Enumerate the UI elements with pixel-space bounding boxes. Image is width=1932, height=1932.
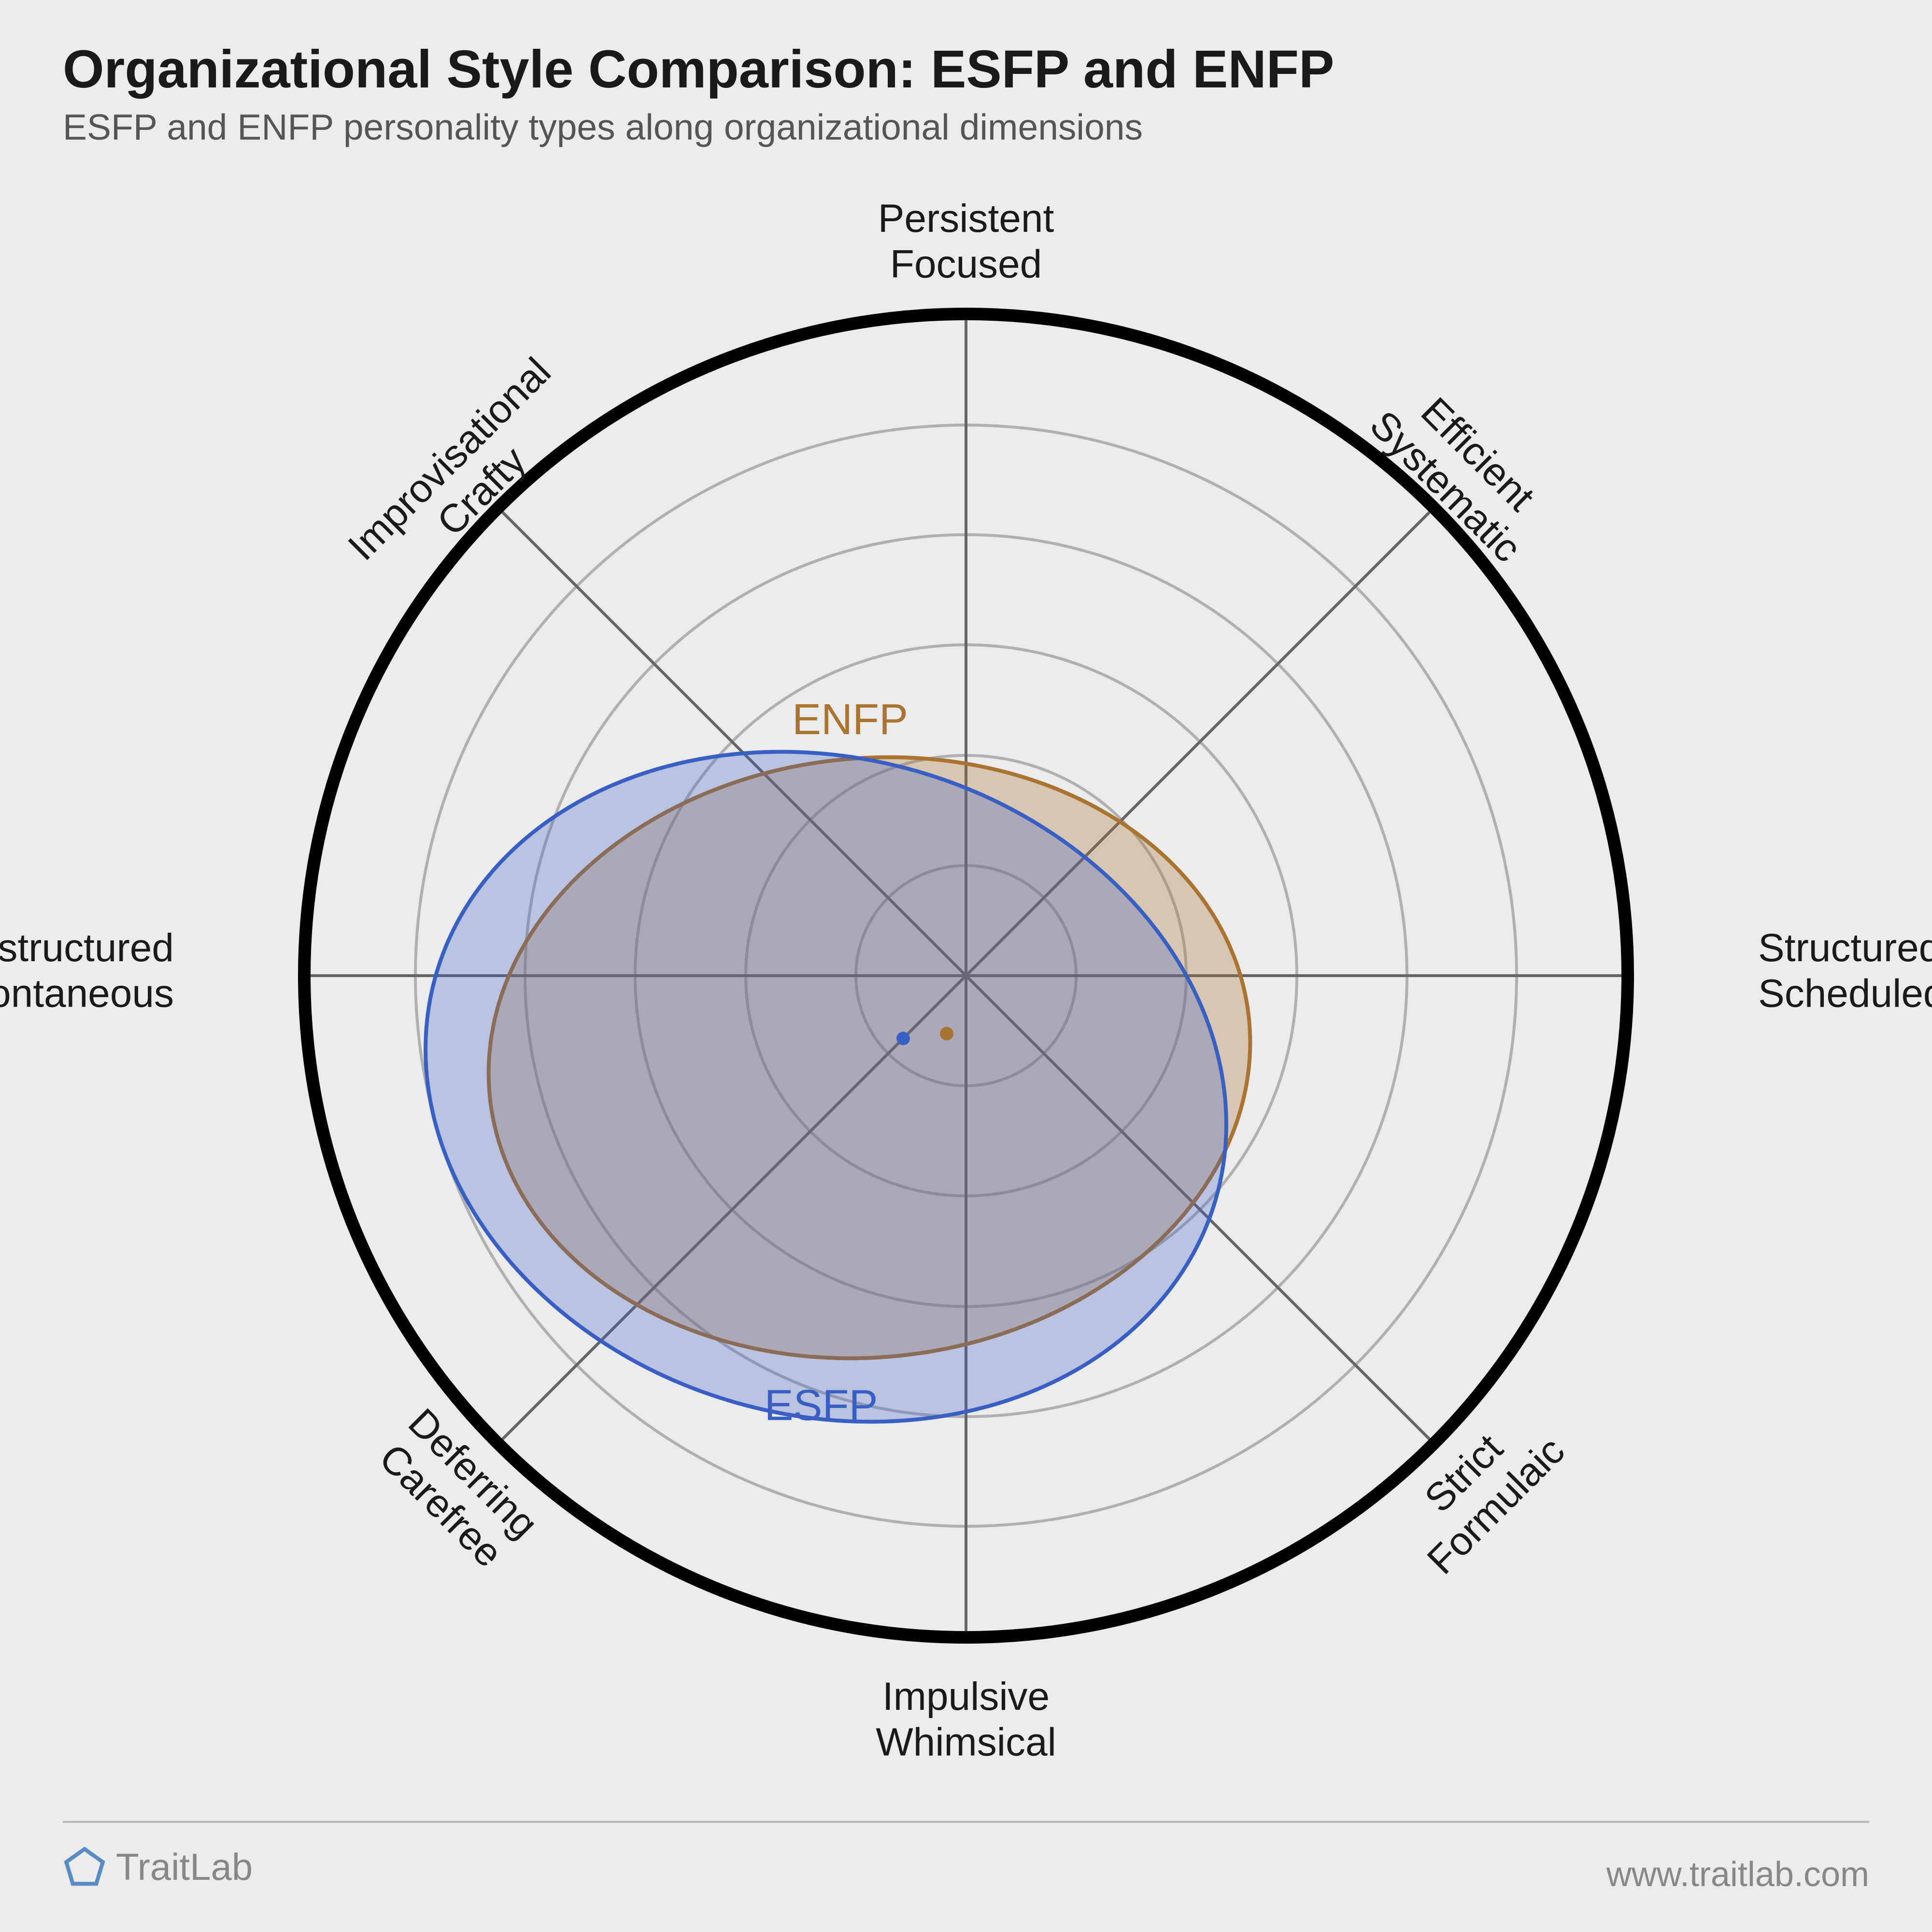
footer-divider bbox=[63, 1821, 1869, 1823]
center-dot-esfp bbox=[896, 1032, 910, 1045]
series-label-esfp: ESFP bbox=[764, 1381, 878, 1430]
axis-label-focused: Focused bbox=[890, 242, 1042, 286]
footer-left: TraitLab bbox=[63, 1845, 253, 1889]
axis-label-whimsical: Whimsical bbox=[876, 1720, 1056, 1764]
traitlab-logo-icon bbox=[63, 1846, 106, 1889]
axis-label-impulsive: Impulsive bbox=[882, 1675, 1050, 1719]
footer-brand-text: TraitLab bbox=[116, 1845, 253, 1889]
center-dot-enfp bbox=[940, 1027, 953, 1040]
series-label-enfp: ENFP bbox=[792, 696, 908, 744]
axis-label-scheduled: Scheduled bbox=[1758, 971, 1932, 1015]
axis-label-spontaneous: Spontaneous bbox=[0, 971, 174, 1015]
axis-label-unstructured: Unstructured bbox=[0, 926, 174, 970]
axis-label-structured: Structured bbox=[1758, 926, 1932, 970]
axis-label-persistent: Persistent bbox=[878, 197, 1054, 241]
chart-container: Organizational Style Comparison: ESFP an… bbox=[0, 0, 1932, 1932]
footer-url: www.traitlab.com bbox=[1606, 1855, 1869, 1894]
polar-chart: PersistentFocusedEfficientSystematicStru… bbox=[0, 0, 1932, 1932]
